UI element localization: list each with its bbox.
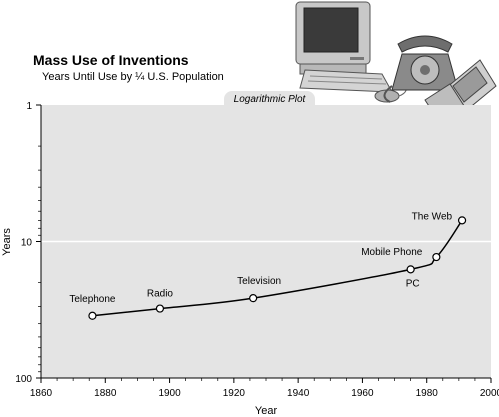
point-label: The Web — [412, 211, 453, 222]
data-point — [457, 216, 467, 225]
x-tick-label: 1860 — [30, 388, 53, 399]
y-tick-label: 10 — [21, 238, 33, 249]
point-label: Mobile Phone — [361, 247, 423, 258]
x-tick-label: 1880 — [94, 388, 117, 399]
y-axis-label: Years — [1, 228, 13, 256]
x-tick-label: 1920 — [223, 388, 246, 399]
y-tick-label: 1 — [26, 101, 32, 112]
x-tick-label: 1960 — [351, 388, 374, 399]
point-label: Telephone — [69, 294, 116, 305]
data-point — [249, 294, 258, 303]
chart-title: Mass Use of Inventions — [33, 52, 189, 68]
x-ticks: 1860 1880 1900 1920 1940 1960 1980 2000 — [30, 378, 499, 399]
data-point — [406, 265, 415, 274]
data-point — [432, 252, 441, 262]
x-tick-label: 1980 — [416, 388, 439, 399]
x-tick-label: 1940 — [287, 388, 310, 399]
x-tick-label: 2000 — [480, 388, 499, 399]
data-markers — [88, 216, 467, 320]
logarithmic-plot-tag: Logarithmic Plot — [224, 91, 315, 106]
point-label: Television — [237, 276, 281, 287]
point-label: PC — [406, 278, 420, 289]
y-tick-label: 100 — [15, 374, 32, 385]
data-point — [155, 304, 165, 313]
chart-subtitle: Years Until Use by ¼ U.S. Population — [42, 71, 224, 83]
y-ticks: 1 10 100 — [15, 101, 41, 385]
x-tick-label: 1900 — [158, 388, 181, 399]
x-axis-label: Year — [255, 405, 278, 417]
point-label: Radio — [147, 289, 174, 300]
computer-icon — [295, 1, 407, 103]
data-point — [88, 311, 97, 320]
point-labels: Telephone Radio Television PC Mobile Phone Th… — [69, 211, 452, 304]
y-minor-ticks — [38, 145, 41, 373]
